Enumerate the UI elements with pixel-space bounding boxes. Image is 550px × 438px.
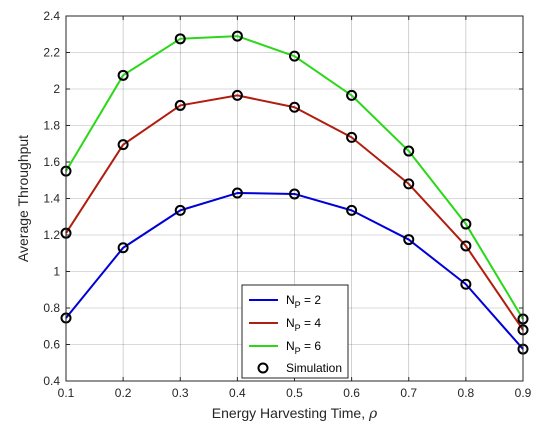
simulation-point [174, 99, 186, 111]
y-axis-label: Average Throughput [15, 135, 31, 262]
series-lines [65, 35, 524, 350]
simulation-point [346, 131, 358, 143]
y-tick-label: 1.2 [43, 228, 60, 242]
y-tick-label: 1 [53, 265, 60, 279]
y-tick-label: 2 [53, 82, 60, 96]
x-tick-label: 0.8 [458, 386, 475, 400]
x-tick-label: 0.4 [229, 386, 246, 400]
simulation-point [460, 240, 472, 252]
x-axis-label: Energy Harvesting Time, ρ [212, 405, 378, 422]
simulation-point [174, 204, 186, 216]
simulation-point [117, 242, 129, 254]
simulation-point [403, 234, 415, 246]
simulation-point [117, 139, 129, 151]
y-tick-label: 1.6 [43, 155, 60, 169]
simulation-point [117, 69, 129, 81]
x-tick-label: 0.5 [286, 386, 303, 400]
simulation-point [231, 187, 243, 199]
legend-label: NP = 6 [286, 339, 321, 356]
y-tick-label: 1.4 [43, 192, 60, 206]
axis-ticks: 0.1 0.2 0.3 0.4 0.5 0.6 0.7 0.8 0.9 0.4 0.6 0.8 1 1.2… [43, 9, 531, 400]
series-line [65, 94, 524, 331]
simulation-point [289, 101, 300, 113]
x-tick-label: 0.2 [115, 386, 132, 400]
simulation-point [460, 278, 472, 290]
y-tick-label: 0.8 [43, 301, 60, 315]
x-tick-label: 0.7 [400, 386, 417, 400]
series-line [65, 192, 524, 350]
simulation-point [231, 89, 243, 101]
x-tick-label: 0.9 [515, 386, 532, 400]
x-axis-label-symbol: ρ [368, 406, 378, 422]
legend-simulation-label: Simulation [286, 361, 342, 375]
y-tick-label: 0.6 [43, 338, 60, 352]
simulation-point [346, 89, 358, 101]
simulation-point [403, 145, 415, 157]
simulation-point [289, 188, 300, 200]
simulation-point [289, 50, 300, 62]
simulation-point [403, 178, 415, 190]
simulation-point [460, 218, 472, 230]
simulation-point [346, 204, 358, 216]
legend-simulation-marker [257, 362, 269, 374]
x-axis-label-text: Energy Harvesting Time, [212, 405, 369, 421]
y-tick-label: 2.2 [43, 46, 60, 60]
x-tick-label: 0.1 [58, 386, 75, 400]
y-tick-label: 2.4 [43, 9, 60, 23]
series-line [65, 35, 524, 320]
legend-label: NP = 2 [286, 293, 321, 310]
legend: NP = 2 NP = 4 NP = 6 Simulation [241, 284, 349, 379]
legend-label: NP = 4 [286, 316, 321, 333]
grid-lines [65, 15, 524, 382]
x-tick-label: 0.3 [172, 386, 189, 400]
simulation-point [231, 30, 243, 42]
x-tick-label: 0.6 [343, 386, 360, 400]
y-tick-label: 0.4 [43, 374, 60, 388]
simulation-point [174, 33, 186, 45]
y-tick-label: 1.8 [43, 119, 60, 133]
